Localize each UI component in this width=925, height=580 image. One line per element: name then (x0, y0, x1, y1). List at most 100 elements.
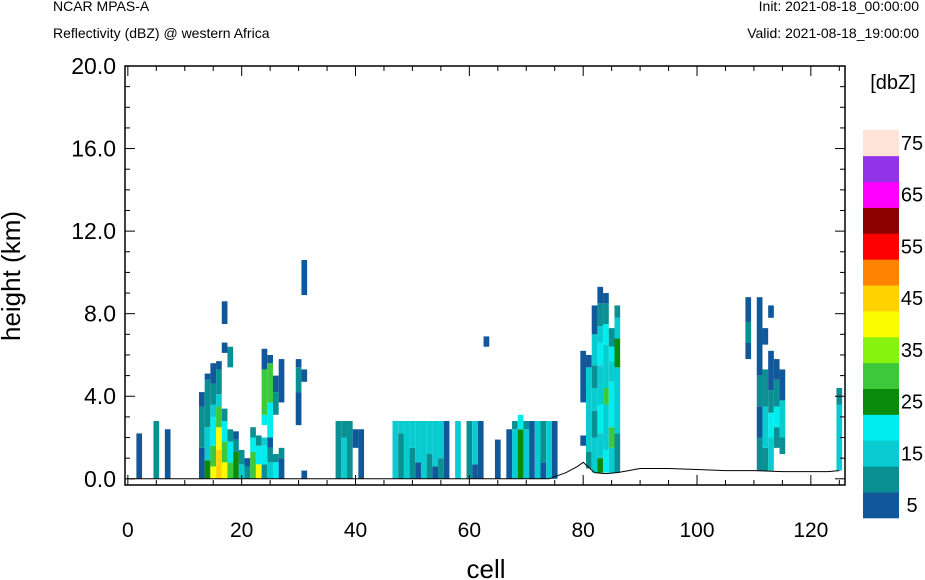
colorbar-swatch (863, 466, 899, 493)
reflectivity-cell (267, 447, 273, 463)
colorbar-label: 45 (901, 288, 923, 310)
reflectivity-cell (597, 303, 604, 327)
reflectivity-cell (591, 437, 598, 473)
colorbar-swatch (863, 388, 899, 415)
y-tick-label: 8.0 (84, 301, 116, 327)
reflectivity-cell (233, 431, 239, 440)
reflectivity-cell (255, 435, 262, 446)
axes (124, 65, 846, 486)
reflectivity-cell (221, 342, 228, 353)
reflectivity-cell (272, 462, 279, 479)
reflectivity-cell (210, 416, 217, 446)
x-axis-label: cell (466, 554, 505, 580)
reflectivity-cell (244, 466, 251, 479)
reflectivity-cell (261, 437, 268, 446)
reflectivity-cell (472, 421, 478, 465)
reflectivity-cell (415, 462, 421, 479)
reflectivity-cell (221, 421, 228, 442)
reflectivity-cell (773, 427, 780, 448)
reflectivity-cell (267, 363, 273, 403)
reflectivity-cell (301, 369, 308, 382)
reflectivity-cell (335, 421, 342, 479)
colorbar-swatch (863, 207, 899, 234)
reflectivity-cell (198, 406, 205, 448)
reflectivity-cell (403, 421, 410, 479)
reflectivity-cell (756, 297, 763, 376)
y-axis-label: height (km) (0, 211, 26, 341)
reflectivity-cell (756, 375, 763, 407)
y-tick-label: 12.0 (71, 218, 116, 244)
x-tick-label: 100 (679, 519, 714, 542)
reflectivity-cell (432, 466, 439, 479)
reflectivity-cell (204, 460, 211, 479)
reflectivity-cell (762, 406, 769, 448)
colorbar-swatch (863, 155, 899, 183)
reflectivity-cell (250, 451, 256, 479)
reflectivity-cell (267, 402, 273, 438)
reflectivity-cell (210, 445, 217, 467)
reflectivity-cell (597, 404, 604, 434)
reflectivity-cell (295, 367, 302, 393)
reflectivity-cell (540, 462, 547, 479)
reflectivity-cell (198, 447, 205, 479)
x-tick-label: 60 (458, 519, 481, 542)
colorbar-label: 5 (906, 495, 917, 517)
reflectivity-cell (597, 342, 604, 366)
reflectivity-cell (608, 427, 615, 448)
reflectivity-cell (614, 433, 621, 473)
reflectivity-cell (756, 406, 763, 438)
reflectivity-cell (420, 421, 427, 479)
reflectivity-cell (756, 437, 763, 471)
colorbar-swatch (863, 362, 899, 389)
header-init: Init: 2021-08-18_00:00:00 (758, 0, 919, 14)
reflectivity-cell (278, 458, 285, 479)
reflectivity-cell (529, 421, 535, 479)
reflectivity-cell (517, 429, 524, 479)
reflectivity-cell (586, 367, 592, 452)
reflectivity-cell (164, 429, 171, 479)
header-field: Reflectivity (dBZ) @ western Africa (53, 25, 270, 41)
reflectivity-cell (768, 305, 774, 318)
reflectivity-cell (438, 458, 444, 479)
reflectivity-cell (278, 447, 285, 459)
y-tick-label: 0.0 (84, 466, 116, 492)
reflectivity-cell (466, 421, 473, 479)
reflectivity-cell (255, 445, 262, 465)
x-tick-label: 0 (122, 519, 134, 542)
colorbar-label: 25 (901, 392, 923, 414)
colorbar-label: 65 (901, 185, 923, 207)
reflectivity-cell (216, 369, 222, 395)
reflectivity-cell (216, 361, 222, 370)
reflectivity-cell (546, 421, 552, 479)
reflectivity-cell (216, 394, 222, 407)
colorbar-swatch (863, 440, 899, 467)
reflectivity-cell (836, 404, 843, 471)
reflectivity-cell (580, 350, 587, 403)
plot-frame (124, 65, 846, 486)
reflectivity-cell (603, 435, 609, 450)
colorbar-swatch (863, 492, 899, 519)
header-valid: Valid: 2021-08-18_19:00:00 (747, 25, 919, 41)
x-tick-label: 40 (344, 519, 367, 542)
reflectivity-cell (250, 427, 256, 438)
y-axis-ticks: 0.0 4.0 8.0 12.0 16.0 20.0 (71, 53, 845, 492)
colorbar-swatch (863, 311, 899, 338)
reflectivity-cell (398, 421, 404, 434)
reflectivity-cell (210, 383, 217, 405)
reflectivity-cell (409, 447, 416, 479)
reflectivity-cell (221, 301, 228, 324)
reflectivity-cell (494, 439, 501, 479)
reflectivity-cell (512, 429, 518, 479)
reflectivity-cell (580, 435, 587, 446)
reflectivity-cell (198, 392, 205, 407)
reflectivity-cell (295, 392, 302, 426)
reflectivity-cell (438, 421, 444, 459)
reflectivity-cell (512, 421, 518, 430)
reflectivity-cell (472, 464, 478, 479)
reflectivity-cell (603, 293, 609, 304)
reflectivity-cell (597, 286, 604, 304)
reflectivity-cell (261, 414, 268, 426)
colorbar-swatch (863, 285, 899, 312)
reflectivity-cell (227, 429, 234, 442)
